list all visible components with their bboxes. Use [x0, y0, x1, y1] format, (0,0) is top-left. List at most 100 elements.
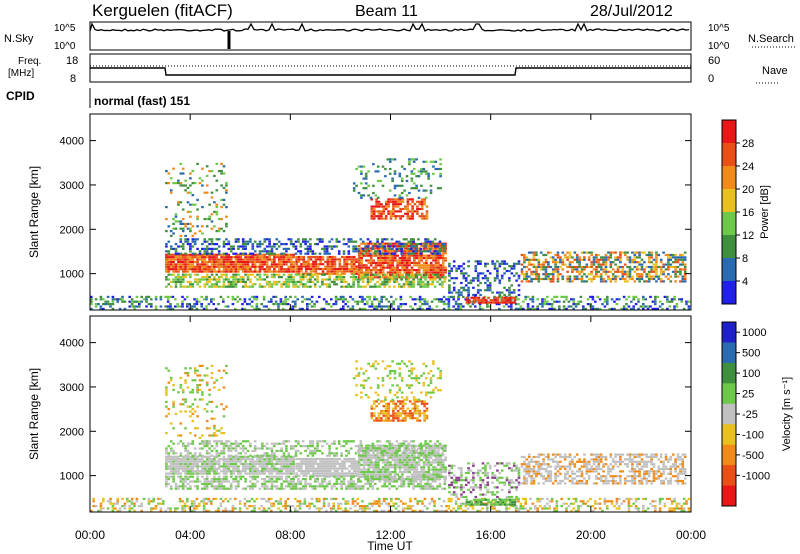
range-cell: [370, 305, 374, 308]
range-cell: [595, 253, 598, 257]
range-cell: [377, 215, 381, 218]
range-cell: [366, 300, 369, 303]
range-cell: [493, 265, 497, 268]
range-cell: [312, 465, 315, 468]
range-cell: [177, 270, 180, 273]
range-cell: [415, 187, 418, 190]
range-cell: [354, 300, 357, 303]
range-cell: [640, 268, 644, 271]
range-cell: [352, 189, 356, 192]
range-cell: [397, 445, 401, 448]
range-cell: [308, 303, 311, 306]
range-cell: [414, 298, 417, 301]
range-cell: [687, 305, 691, 308]
range-cell: [384, 215, 388, 218]
range-cell: [619, 253, 622, 257]
range-cell: [227, 460, 231, 463]
range-cell: [343, 265, 346, 268]
range-cell: [280, 455, 283, 458]
range-cell: [568, 277, 572, 281]
range-cell: [287, 460, 291, 463]
range-cell: [345, 263, 349, 266]
range-cell: [642, 303, 645, 306]
range-cell: [377, 203, 381, 206]
range-cell: [263, 470, 267, 473]
range-cell: [420, 471, 423, 474]
range-cell: [307, 263, 310, 266]
range-cell: [508, 269, 511, 273]
range-cell: [432, 473, 435, 476]
range-cell: [360, 254, 363, 257]
range-cell: [535, 275, 538, 278]
range-cell: [265, 283, 269, 286]
range-cell: [294, 305, 297, 308]
range-cell: [531, 307, 535, 310]
range-cell: [222, 442, 226, 445]
range-cell: [179, 285, 183, 288]
range-cell: [395, 449, 399, 452]
range-cell: [225, 182, 228, 185]
range-cell: [258, 258, 262, 261]
range-cell: [220, 470, 223, 473]
range-cell: [169, 253, 173, 256]
range-cell: [524, 298, 527, 301]
range-cell: [321, 472, 325, 475]
range-cell: [438, 300, 441, 303]
range-cell: [372, 210, 376, 213]
range-cell: [319, 462, 322, 465]
range-cell: [654, 298, 657, 301]
range-cell: [669, 263, 673, 266]
range-cell: [444, 269, 447, 272]
range-cell: [520, 263, 524, 266]
range-cell: [177, 467, 180, 470]
range-cell: [360, 182, 363, 185]
range-cell: [179, 465, 183, 468]
range-cell: [498, 291, 502, 294]
range-cell: [448, 269, 451, 273]
range-cell: [592, 261, 596, 264]
range-cell: [186, 240, 190, 243]
range-cell: [256, 256, 259, 259]
range-cell: [439, 254, 443, 257]
range-cell: [335, 238, 339, 241]
range-cell: [337, 442, 341, 445]
range-cell: [444, 466, 447, 469]
range-cell: [544, 268, 548, 271]
range-cell: [400, 165, 404, 168]
range-cell: [191, 470, 195, 473]
range-cell: [307, 467, 310, 470]
range-cell: [427, 254, 431, 257]
range-cell: [362, 254, 366, 257]
range-cell: [380, 215, 383, 218]
range-cell: [674, 273, 677, 276]
range-cell: [319, 255, 322, 259]
range-cell: [420, 172, 423, 175]
range-cell: [578, 256, 581, 259]
range-cell: [315, 300, 319, 303]
range-cell: [336, 457, 339, 461]
range-cell: [405, 269, 409, 272]
range-cell: [408, 463, 411, 466]
range-cell: [478, 303, 482, 306]
range-cell: [391, 249, 395, 252]
range-cell: [111, 300, 115, 303]
range-cell: [378, 276, 382, 279]
range-cell: [666, 300, 669, 303]
range-cell: [321, 462, 325, 465]
range-cell: [381, 473, 385, 476]
range-cell: [467, 265, 470, 268]
range-cell: [263, 460, 267, 463]
range-cell: [640, 251, 644, 254]
range-cell: [121, 298, 124, 301]
range-cell: [654, 300, 657, 303]
range-cell: [508, 289, 511, 292]
range-cell: [304, 467, 308, 470]
range-cell: [496, 299, 500, 302]
range-cell: [381, 444, 385, 447]
range-cell: [439, 276, 443, 279]
range-cell: [607, 258, 610, 261]
range-cell: [222, 260, 226, 264]
range-cell: [386, 468, 390, 471]
range-cell: [256, 278, 259, 281]
range-cell: [519, 307, 523, 310]
